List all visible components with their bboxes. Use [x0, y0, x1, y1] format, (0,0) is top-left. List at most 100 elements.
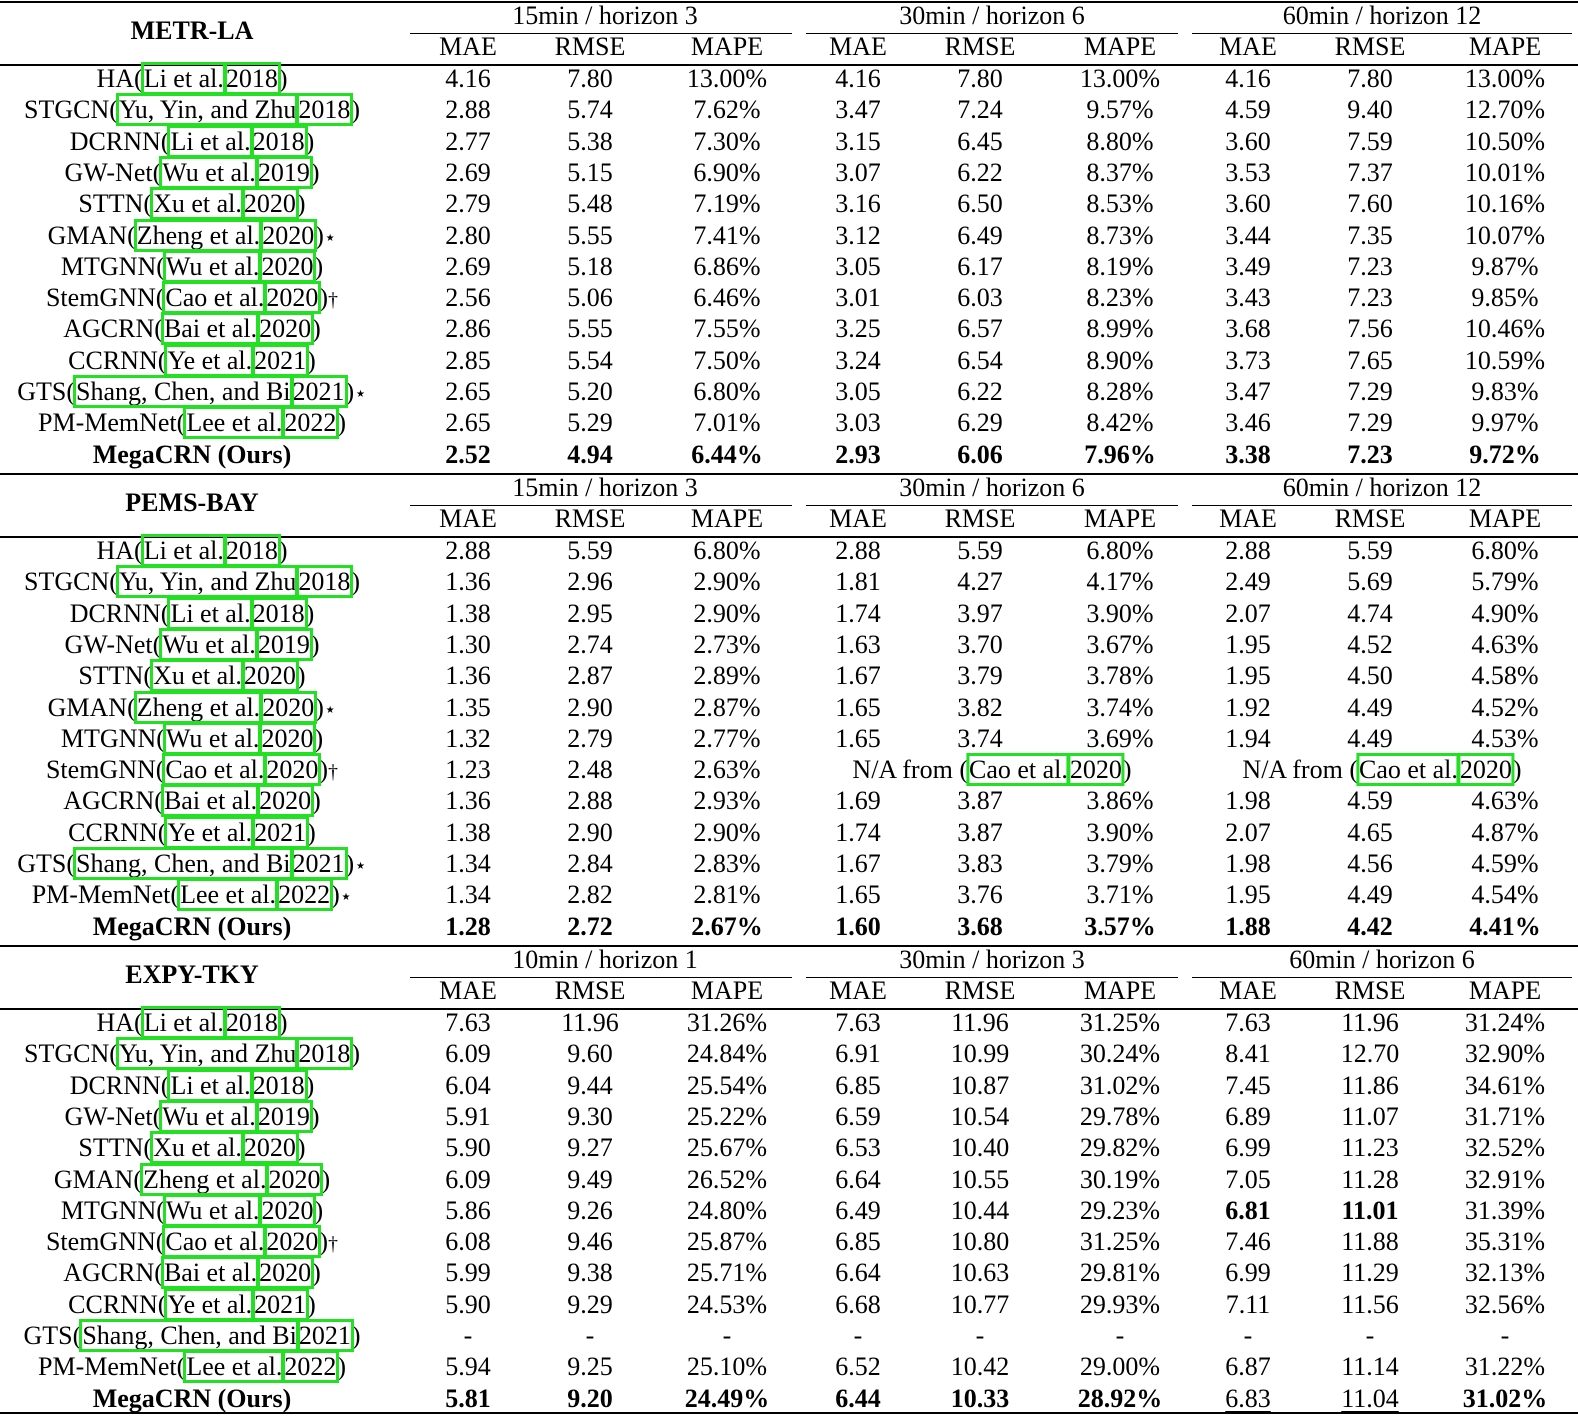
table-cell: 6.45 [957, 126, 1003, 156]
table-cell: 1.94 [1225, 723, 1271, 753]
table-cell: 3.25 [835, 314, 881, 344]
citation-year: 2020 [265, 1162, 324, 1196]
citation-authors: Bai et al. [160, 1256, 261, 1290]
table-cell: 7.01% [693, 408, 761, 438]
method-name: AGCRN(Bai et al.2020) [63, 1256, 321, 1290]
table-cell: - [1500, 1321, 1510, 1350]
citation-year: 2020 [240, 1131, 299, 1165]
group-rule [806, 505, 1178, 506]
method-label: AGCRN [63, 1258, 155, 1288]
group-rule [1192, 505, 1572, 506]
table-rule [0, 945, 1578, 947]
table-cell: 2.90 [567, 817, 613, 847]
table-cell: 6.49 [835, 1195, 881, 1225]
metric-header: MAE [829, 976, 887, 1005]
table-cell: 1.36 [445, 786, 491, 816]
table-cell: 2.69 [445, 251, 491, 281]
method-label: HA [96, 1008, 135, 1037]
method-label: DCRNN [69, 126, 161, 156]
citation-authors: Yu, Yin, and Zhu [115, 565, 300, 599]
table-cell: 4.16 [445, 64, 491, 93]
citation-year: 2020 [240, 659, 299, 693]
method-name: STTN(Xu et al.2020) [78, 187, 306, 221]
table-cell: 2.82 [567, 880, 613, 910]
table-cell: 7.23 [1347, 251, 1393, 281]
table-cell: 4.49 [1347, 880, 1393, 910]
table-cell: 3.71% [1086, 880, 1154, 910]
citation-authors: Li et al. [140, 62, 227, 95]
table-cell: 10.63 [950, 1258, 1010, 1288]
citation-authors: Cao et al. [162, 753, 268, 787]
table-cell: 2.07 [1225, 817, 1271, 847]
metric-header: MAE [1219, 504, 1277, 533]
table-cell: 6.89 [1225, 1101, 1271, 1131]
table-cell: 3.78% [1086, 661, 1154, 691]
table-cell: 1.98 [1225, 786, 1271, 816]
table-cell: 1.67 [835, 849, 881, 878]
metric-header: RMSE [554, 976, 626, 1005]
table-cell: 10.54 [950, 1101, 1010, 1131]
table-cell: 4.87% [1471, 817, 1539, 847]
citation-year: 2020 [258, 249, 317, 283]
table-cell: 11.29 [1341, 1258, 1399, 1288]
method-name: AGCRN(Bai et al.2020) [63, 784, 321, 818]
citation-year: 2020 [258, 721, 317, 755]
method-label: HA [96, 64, 135, 93]
table-cell: 7.80 [1347, 64, 1393, 93]
table-cell: 1.69 [835, 786, 881, 816]
horizon-header: 60min / horizon 12 [1282, 1, 1482, 30]
table-cell: 6.59 [835, 1101, 881, 1131]
method-marker: † [328, 289, 339, 312]
ours-cell: 9.72% [1469, 439, 1541, 469]
metric-header: MAPE [690, 32, 764, 61]
table-cell: 7.35 [1347, 220, 1393, 250]
table-cell: 6.81 [1225, 1195, 1271, 1225]
method-name: STTN(Xu et al.2020) [78, 659, 306, 693]
method-label: MTGNN [60, 251, 157, 281]
table-cell: 6.09 [445, 1164, 491, 1194]
metric-header: MAPE [1083, 976, 1157, 1005]
table-cell: 9.40 [1347, 95, 1393, 125]
citation-year: 2020 [256, 784, 315, 818]
horizon-header: 60min / horizon 6 [1289, 945, 1475, 974]
table-cell: 1.34 [445, 880, 491, 910]
ours-cell: 5.81 [445, 1383, 491, 1413]
ours-cell: 6.06 [957, 439, 1003, 469]
table-cell: 7.65 [1347, 345, 1393, 375]
not-available-prefix: N/A from [852, 755, 960, 785]
ours-cell: 1.28 [445, 911, 491, 941]
table-cell: 32.90% [1464, 1039, 1546, 1069]
table-cell: - [975, 1321, 985, 1350]
citation-year: 2021 [251, 1287, 310, 1321]
table-cell: 7.63 [445, 1008, 491, 1037]
citation-year: 2020 [263, 281, 322, 315]
citation-year: 2018 [295, 1037, 354, 1071]
table-cell: 7.19% [693, 189, 761, 219]
method-name: StemGNN(Cao et al.2020)† [45, 1225, 339, 1259]
table-cell: 3.82 [957, 692, 1003, 722]
dataset-name: METR-LA [130, 16, 254, 45]
table-cell: 8.53% [1086, 189, 1154, 219]
table-cell: 25.87% [686, 1227, 768, 1257]
table-cell: 7.63 [1225, 1008, 1271, 1037]
table-cell: 11.28 [1341, 1164, 1399, 1194]
table-cell: 9.49 [567, 1164, 613, 1194]
table-cell: 3.07 [835, 157, 881, 187]
citation-year: 2019 [254, 627, 313, 661]
metric-header: MAE [1219, 976, 1277, 1005]
table-cell: 6.80% [1471, 536, 1539, 565]
method-label: PM-MemNet [37, 1352, 177, 1382]
table-cell: 3.53 [1225, 157, 1271, 187]
table-cell: 3.87 [957, 817, 1003, 847]
table-cell: 2.90% [693, 817, 761, 847]
table-cell: 6.91 [835, 1039, 881, 1069]
method-name: AGCRN(Bai et al.2020) [63, 312, 321, 346]
table-cell: 1.63 [835, 629, 881, 659]
citation-authors: Cao et al. [162, 281, 268, 315]
table-rule [0, 64, 1578, 66]
ours-cell: 3.57% [1084, 911, 1156, 941]
table-cell: 29.82% [1079, 1133, 1161, 1163]
table-cell: 5.59 [957, 536, 1003, 565]
table-cell: 31.22% [1464, 1352, 1546, 1382]
table-cell: 11.96 [1341, 1008, 1399, 1037]
